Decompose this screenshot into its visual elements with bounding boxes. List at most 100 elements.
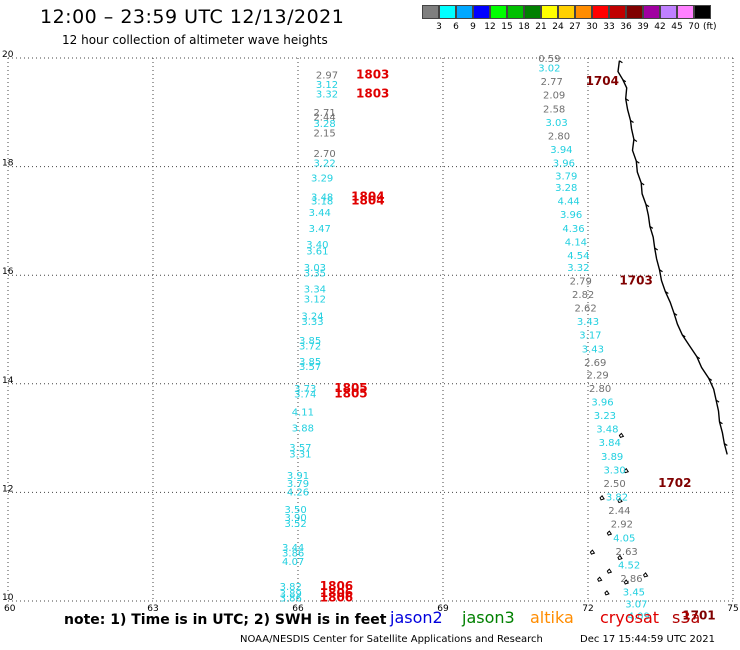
lon-tick-label: 75 (727, 604, 738, 614)
wave-height-value: 2.44 (608, 506, 630, 517)
wave-height-value: 3.45 (623, 588, 645, 599)
coastline-detail (719, 421, 723, 425)
wave-height-value: 4.26 (287, 488, 309, 499)
coastline-detail (640, 182, 645, 186)
pass-time-label: 1804 (351, 194, 384, 208)
wave-height-value: 3.43 (577, 317, 599, 328)
legend-swatch (507, 5, 524, 19)
coastline-detail (715, 399, 720, 403)
wave-height-value: 3.86 (280, 594, 302, 605)
credit-text: NOAA/NESDIS Center for Satellite Applica… (240, 634, 543, 645)
wave-height-value: 3.02 (538, 64, 560, 75)
legend-swatch (694, 5, 711, 19)
wave-height-value: 3.94 (550, 145, 572, 156)
pass-time-label: 1704 (586, 74, 619, 88)
wave-height-value: 3.32 (316, 90, 338, 101)
wave-height-value: 3.18 (311, 197, 333, 208)
wave-height-value: 2.15 (313, 129, 335, 140)
wave-height-value: 3.82 (606, 493, 628, 504)
wave-height-value: 3.33 (301, 317, 323, 328)
wave-height-value: 3.74 (294, 389, 316, 400)
legend-swatch (558, 5, 575, 19)
lat-tick-label: 18 (2, 159, 14, 169)
wave-height-value: 3.28 (313, 119, 335, 130)
coastline-detail (649, 225, 654, 229)
lon-tick-label: 72 (582, 604, 593, 614)
wave-height-value: 3.28 (555, 183, 577, 194)
coastline (617, 60, 728, 455)
wave-height-value: 2.86 (620, 574, 642, 585)
page-title: 12:00 – 23:59 UTC 12/13/2021 (40, 6, 345, 28)
legend-swatch (677, 5, 694, 19)
page-subtitle: 12 hour collection of altimeter wave hei… (62, 33, 328, 47)
wave-height-value: 4.14 (565, 237, 587, 248)
lon-tick-label: 63 (147, 604, 158, 614)
wave-height-value: 2.58 (543, 104, 565, 115)
coastline-detail (659, 269, 663, 273)
lon-tick-label: 60 (4, 604, 16, 614)
wave-height-value: 3.91 (287, 471, 309, 482)
wave-height-value: 4.54 (567, 251, 589, 262)
island (623, 467, 630, 474)
wave-height-value: 0.59 (538, 54, 560, 65)
wave-height-value: 3.48 (596, 425, 618, 436)
wave-height-value: 4.05 (613, 533, 635, 544)
legend-label: 18 (518, 22, 530, 32)
wave-height-value: 2.71 (313, 108, 335, 119)
wave-height-value: 4.09 (628, 611, 650, 622)
wave-height-value: 3.03 (304, 263, 326, 274)
wave-height-value: 3.84 (599, 438, 621, 449)
wave-height-value: 3.82 (280, 582, 302, 593)
wave-height-value: 3.50 (284, 505, 306, 516)
lat-tick-label: 10 (2, 593, 14, 603)
pass-time-label: 1703 (619, 273, 652, 287)
wave-height-value: 3.57 (299, 362, 321, 373)
wave-height-value: 3.34 (304, 285, 326, 296)
legend-swatch (575, 5, 592, 19)
legend-label: 70 (688, 22, 700, 32)
legend-label: 9 (470, 22, 476, 32)
wave-height-value: 3.12 (304, 294, 326, 305)
pass-time-label: 1803 (356, 68, 389, 82)
wave-height-value: 3.30 (603, 465, 625, 476)
wave-height-value: 3.85 (299, 336, 321, 347)
wave-height-value: 2.97 (316, 71, 338, 82)
generated-timestamp: Dec 17 15:44:59 UTC 2021 (580, 634, 715, 645)
wave-height-value: 3.22 (313, 159, 335, 170)
wave-height-value: 3.44 (309, 208, 331, 219)
wave-height-value: 4.44 (558, 197, 580, 208)
wave-height-value: 4.07 (282, 557, 304, 568)
coastline-detail (636, 160, 640, 164)
legend-swatch (541, 5, 558, 19)
coastline-detail (665, 290, 669, 294)
legend-swatch (592, 5, 609, 19)
satellite-label-cryosat: cryosat (600, 608, 660, 627)
legend-label: 6 (453, 22, 459, 32)
wave-height-value: 3.79 (287, 479, 309, 490)
coastline-detail (625, 98, 630, 102)
wave-height-value: 2.80 (589, 384, 611, 395)
wave-height-value: 3.72 (299, 342, 321, 353)
wave-height-value: 3.48 (311, 192, 333, 203)
coastline-detail (622, 79, 627, 83)
wave-height-value: 2.63 (616, 547, 638, 558)
satellite-label-jason3: jason3 (462, 608, 515, 627)
legend-swatch (490, 5, 507, 19)
wave-height-value: 3.17 (579, 331, 601, 342)
island (604, 590, 610, 596)
wave-height-value: 3.89 (280, 589, 302, 600)
coastline-detail (654, 247, 659, 251)
wave-height-value: 2.50 (603, 479, 625, 490)
legend-swatch (660, 5, 677, 19)
wave-height-value: 3.96 (560, 210, 582, 221)
wave-height-value: 3.40 (306, 240, 328, 251)
wave-height-value: 2.62 (574, 304, 596, 315)
island (623, 579, 630, 585)
legend-swatch (473, 5, 490, 19)
coastline-detail (708, 377, 713, 381)
pass-time-label: 1701 (682, 608, 715, 622)
wave-height-value: 2.82 (572, 290, 594, 301)
wave-height-value: 2.77 (541, 77, 563, 88)
